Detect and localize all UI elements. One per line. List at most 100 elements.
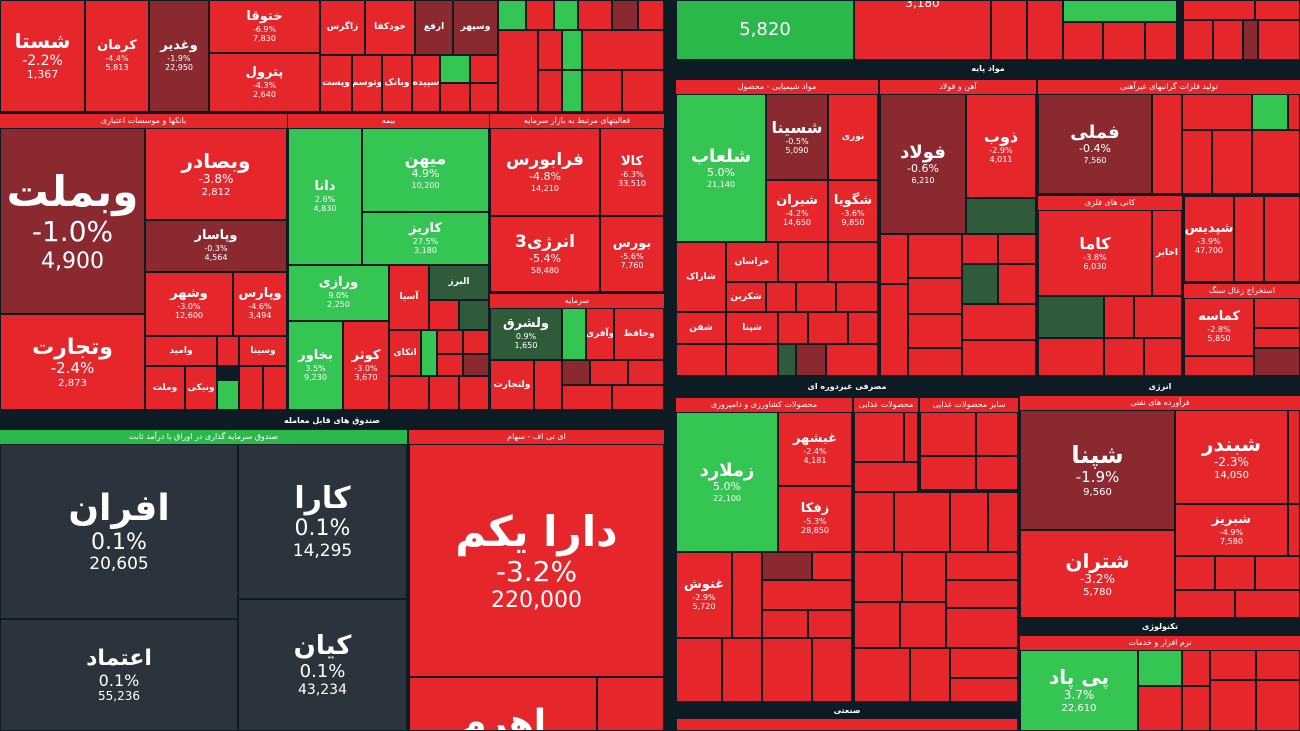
tile-minor[interactable] [459,300,489,330]
tile-minor[interactable] [1210,680,1256,731]
tile-minor[interactable] [676,718,1018,731]
tile-minor[interactable] [826,344,878,376]
tile-minor[interactable] [638,0,664,30]
tile-minor[interactable] [582,30,664,70]
tile-pipad[interactable]: پی پاد 3.7% 22,610 [1020,650,1138,731]
tile-minor[interactable] [470,55,498,83]
tile-minor[interactable] [1254,348,1300,376]
tile-minor[interactable] [950,492,988,552]
tile-minor[interactable] [1252,94,1288,130]
tile-minor[interactable] [1184,356,1254,376]
tile-minor[interactable]: وحافظ [614,308,664,360]
tile-minor[interactable] [554,0,578,30]
tile-minor[interactable] [991,0,1027,60]
tile-ahrom[interactable]: اهرم [409,677,597,731]
tile-foolad[interactable]: فولاد -0.6% 6,210 [880,94,966,234]
tile-minor[interactable] [628,360,664,385]
tile-minor[interactable] [612,0,638,30]
tile-minor[interactable] [1255,556,1300,590]
tile-minor[interactable]: خراسان [726,242,778,282]
tile-minor[interactable] [1264,196,1300,282]
tile-minor[interactable] [538,70,562,112]
tile-minor[interactable]: ارفع [415,0,453,55]
tile-kariz[interactable]: کاریز 27.5% 3,180 [362,212,489,265]
tile-minor[interactable]: خودکفا [365,0,415,55]
tile-minor[interactable] [1210,650,1256,680]
tile-minor[interactable]: ولتجارت [490,360,534,410]
tile-minor[interactable] [421,330,437,376]
tile-minor[interactable] [854,552,902,602]
tile-minor[interactable] [263,366,287,410]
tile-minor[interactable]: وآفری [586,308,614,360]
tile-minor[interactable] [1134,296,1182,338]
tile-minor[interactable] [676,638,722,702]
tile-minor[interactable] [900,602,946,648]
tile-minor[interactable] [908,314,962,348]
tile-minor[interactable] [1152,94,1182,194]
tile-minor[interactable]: وسینا [239,336,287,366]
tile-minor[interactable] [962,340,1036,376]
tile-minor[interactable] [1175,590,1235,618]
tile-minor[interactable] [217,380,239,410]
tile-minor[interactable] [908,234,962,278]
tile-minor[interactable]: وپست [320,55,352,112]
tile-minor[interactable] [976,456,1018,490]
tile-zob[interactable]: ذوب -2.9% 4,011 [966,94,1036,198]
tile-minor[interactable] [848,312,878,344]
tile-faraboors[interactable]: فرابورس -4.8% 14,210 [490,128,600,216]
tile-minor[interactable] [1258,20,1300,60]
tile-minor[interactable] [562,70,582,112]
tile-top-right[interactable]: 3,180 [854,0,991,60]
tile-minor[interactable] [676,344,726,376]
tile-minor[interactable] [854,648,910,702]
tile-minor[interactable] [1213,20,1243,60]
tile-boors[interactable]: بورس -5.6% 7,760 [600,216,664,292]
tile-minor[interactable] [562,30,582,70]
tile-shasta[interactable]: شستا -2.2% 1,367 [0,0,85,112]
tile-minor[interactable]: اخابر [1152,210,1182,296]
tile-minor[interactable] [1104,338,1144,376]
tile-minor[interactable] [1182,94,1252,130]
tile-minor[interactable] [1175,556,1215,590]
tile-minor[interactable] [582,70,622,112]
tile-minor[interactable] [1063,22,1103,60]
tile-minor[interactable]: البرز [429,265,489,300]
tile-minor[interactable] [998,264,1036,304]
tile-minor[interactable] [1243,20,1258,60]
tile-minor[interactable] [498,30,538,112]
tile-minor[interactable] [562,308,586,360]
tile-minor[interactable] [908,348,962,376]
tile-kian[interactable]: کیان 0.1% 43,234 [238,599,407,731]
tile-minor[interactable] [920,412,976,456]
tile-minor[interactable] [962,304,1036,340]
tile-minor[interactable] [562,360,590,385]
tile-minor[interactable] [526,0,554,30]
tile-kerman[interactable]: کرمان -4.4% 5,813 [85,0,149,112]
tile-kmase[interactable]: کماسه -2.8% 5,850 [1184,298,1254,356]
tile-minor[interactable] [778,312,808,344]
tile-minor[interactable] [1183,0,1255,20]
tile-minor[interactable] [966,198,1036,234]
tile-patrol[interactable]: پترول -4.3% 2,640 [209,53,320,112]
tile-minor[interactable] [946,608,1018,648]
tile-minor[interactable] [389,376,429,410]
tile-minor[interactable]: وامید [145,336,217,366]
tile-minor[interactable] [1182,686,1210,731]
tile-minor[interactable] [538,30,562,70]
tile-shguya[interactable]: شگویا -3.6% 9,850 [828,180,878,242]
tile-bkhavar[interactable]: بخاور 3.5% 9,230 [288,321,343,410]
tile-minor[interactable] [962,264,998,304]
tile-minor[interactable] [1183,20,1213,60]
tile-minor[interactable] [459,376,489,410]
tile-minor[interactable] [762,580,852,610]
tile-ghishahr[interactable]: غیشهر -2.4% 4,181 [778,412,852,486]
tile-vbsader[interactable]: وبصادر -3.8% 2,812 [145,128,287,220]
tile-vtejarat[interactable]: وتجارت -2.4% 2,873 [0,314,145,410]
tile-shalaab[interactable]: شلعاب 5.0% 21,140 [676,94,766,242]
tile-minor[interactable] [578,0,612,30]
tile-zfaka[interactable]: زفکا -5.3% 28,850 [778,486,852,552]
tile-minor[interactable] [1235,590,1300,618]
tile-minor[interactable] [1038,296,1104,338]
tile-shsina[interactable]: شسینا -0.5% 5,090 [766,94,828,180]
tile-minor[interactable] [1215,556,1255,590]
